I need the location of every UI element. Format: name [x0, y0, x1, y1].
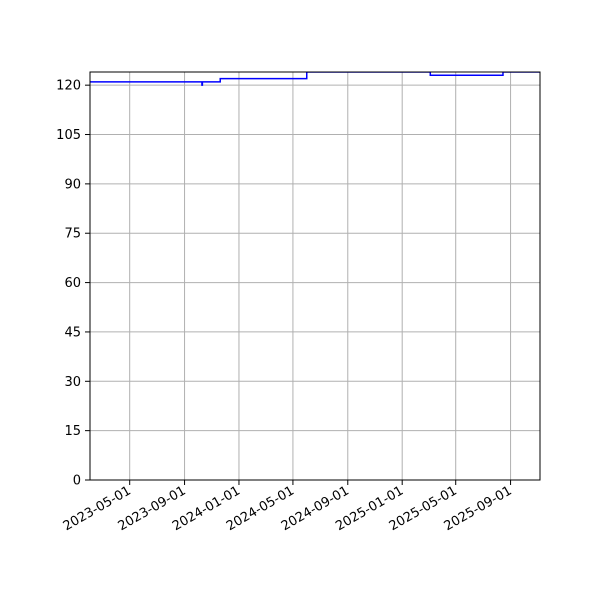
y-tick-label: 90 — [64, 177, 81, 192]
y-tick-label: 75 — [64, 227, 81, 242]
axis-ticks: 2023-05-012023-09-012024-01-012024-05-01… — [56, 79, 514, 535]
y-tick-label: 15 — [64, 424, 81, 439]
series-layer — [90, 72, 540, 86]
y-tick-label: 60 — [64, 276, 81, 291]
y-tick-label: 0 — [73, 474, 81, 489]
plot-area-frame — [89, 71, 541, 481]
grid-lines — [90, 72, 540, 481]
y-tick-label: 30 — [64, 375, 81, 390]
y-tick-label: 105 — [56, 128, 81, 143]
y-tick-label: 45 — [64, 325, 81, 340]
series-line — [90, 72, 540, 86]
y-tick-label: 120 — [56, 79, 81, 94]
